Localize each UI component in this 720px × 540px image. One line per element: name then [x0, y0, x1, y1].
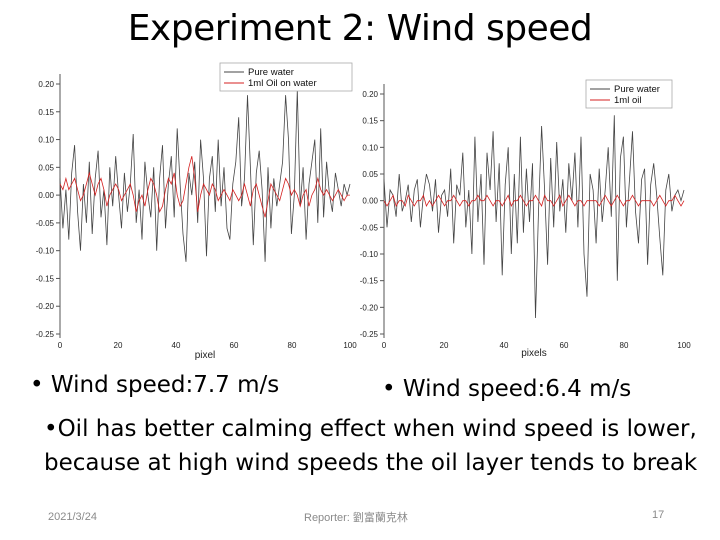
x-tick-label: 0	[382, 341, 387, 350]
x-tick-label: 100	[343, 341, 357, 350]
x-tick-label: 40	[172, 341, 181, 350]
legend-box	[219, 62, 353, 92]
y-tick-label: 0.10	[362, 143, 378, 152]
y-tick-label: 0.05	[38, 163, 54, 172]
x-axis-label: pixel	[195, 350, 216, 361]
legend-label: Pure water	[614, 84, 660, 95]
series-line-1	[383, 194, 685, 208]
legend-label: Pure water	[248, 67, 294, 78]
y-tick-label: 0.20	[38, 80, 54, 89]
bullet-marker: •	[44, 416, 58, 442]
bullet-wind-speed-left: • Wind speed:7.7 m/s	[30, 372, 279, 398]
legend-label: 1ml Oil on water	[248, 78, 317, 89]
y-tick-label: 0.00	[362, 197, 378, 206]
y-tick-label: 0.15	[362, 117, 378, 126]
y-tick-label: -0.25	[360, 330, 379, 339]
x-axis-label: pixels	[521, 348, 547, 359]
series-line-1	[59, 156, 350, 218]
bullet-text: Wind speed:7.7 m/s	[50, 372, 280, 398]
legend-box	[585, 79, 673, 109]
y-tick-label: -0.25	[36, 330, 55, 339]
series-line-0	[59, 89, 351, 262]
conclusion-text: Oil has better calming effect when wind …	[44, 416, 698, 476]
y-tick-label: 0.00	[38, 191, 54, 200]
y-tick-label: -0.15	[36, 274, 55, 283]
legend-label: 1ml oil	[614, 95, 641, 106]
x-tick-label: 60	[560, 341, 569, 350]
x-tick-label: 0	[58, 341, 63, 350]
bullet-text: Wind speed:6.4 m/s	[402, 376, 632, 402]
y-tick-label: -0.05	[360, 223, 379, 232]
x-tick-label: 80	[620, 341, 629, 350]
chart-wind-7-7: 0.20 0.15 0.10 0.05 0.00 -0.05 -0.10 -0.15 -0.20…	[20, 62, 360, 370]
y-tick-label: -0.15	[360, 277, 379, 286]
y-tick-label: 0.05	[362, 170, 378, 179]
chart-wind-6-4: 0.20 0.15 0.10 0.05 0.00 -0.05 -0.10 -0.15 -0.20…	[330, 72, 700, 372]
slide-title: Experiment 2: Wind speed	[127, 8, 593, 49]
footer-page-number: 17	[652, 509, 665, 521]
y-tick-label: -0.10	[36, 247, 55, 256]
y-tick-label: 0.15	[38, 108, 54, 117]
conclusion-paragraph: •Oil has better calming effect when wind…	[44, 412, 704, 480]
series-line-0	[383, 115, 685, 319]
bullet-marker: •	[382, 376, 396, 402]
y-tick-label: 0.20	[362, 90, 378, 99]
x-tick-label: 20	[440, 341, 449, 350]
y-tick-label: 0.10	[38, 136, 54, 145]
x-tick-label: 60	[230, 341, 239, 350]
bullet-marker: •	[30, 372, 44, 398]
chart-left-svg: 0.20 0.15 0.10 0.05 0.00 -0.05 -0.10 -0.15 -0.20…	[36, 62, 357, 361]
x-tick-label: 80	[288, 341, 297, 350]
bullet-wind-speed-right: • Wind speed:6.4 m/s	[382, 376, 631, 402]
x-tick-label: 40	[500, 341, 509, 350]
y-tick-label: -0.20	[36, 302, 55, 311]
x-tick-label: 100	[677, 341, 691, 350]
footer-date: 2021/3/24	[48, 511, 97, 523]
y-tick-label: -0.20	[360, 303, 379, 312]
chart-right-svg: 0.20 0.15 0.10 0.05 0.00 -0.05 -0.10 -0.15 -0.20…	[360, 79, 691, 359]
y-tick-label: -0.10	[360, 250, 379, 259]
footer-reporter: Reporter: 劉富蘭克林	[304, 512, 408, 524]
y-tick-label: -0.05	[36, 219, 55, 228]
x-tick-label: 20	[114, 341, 123, 350]
